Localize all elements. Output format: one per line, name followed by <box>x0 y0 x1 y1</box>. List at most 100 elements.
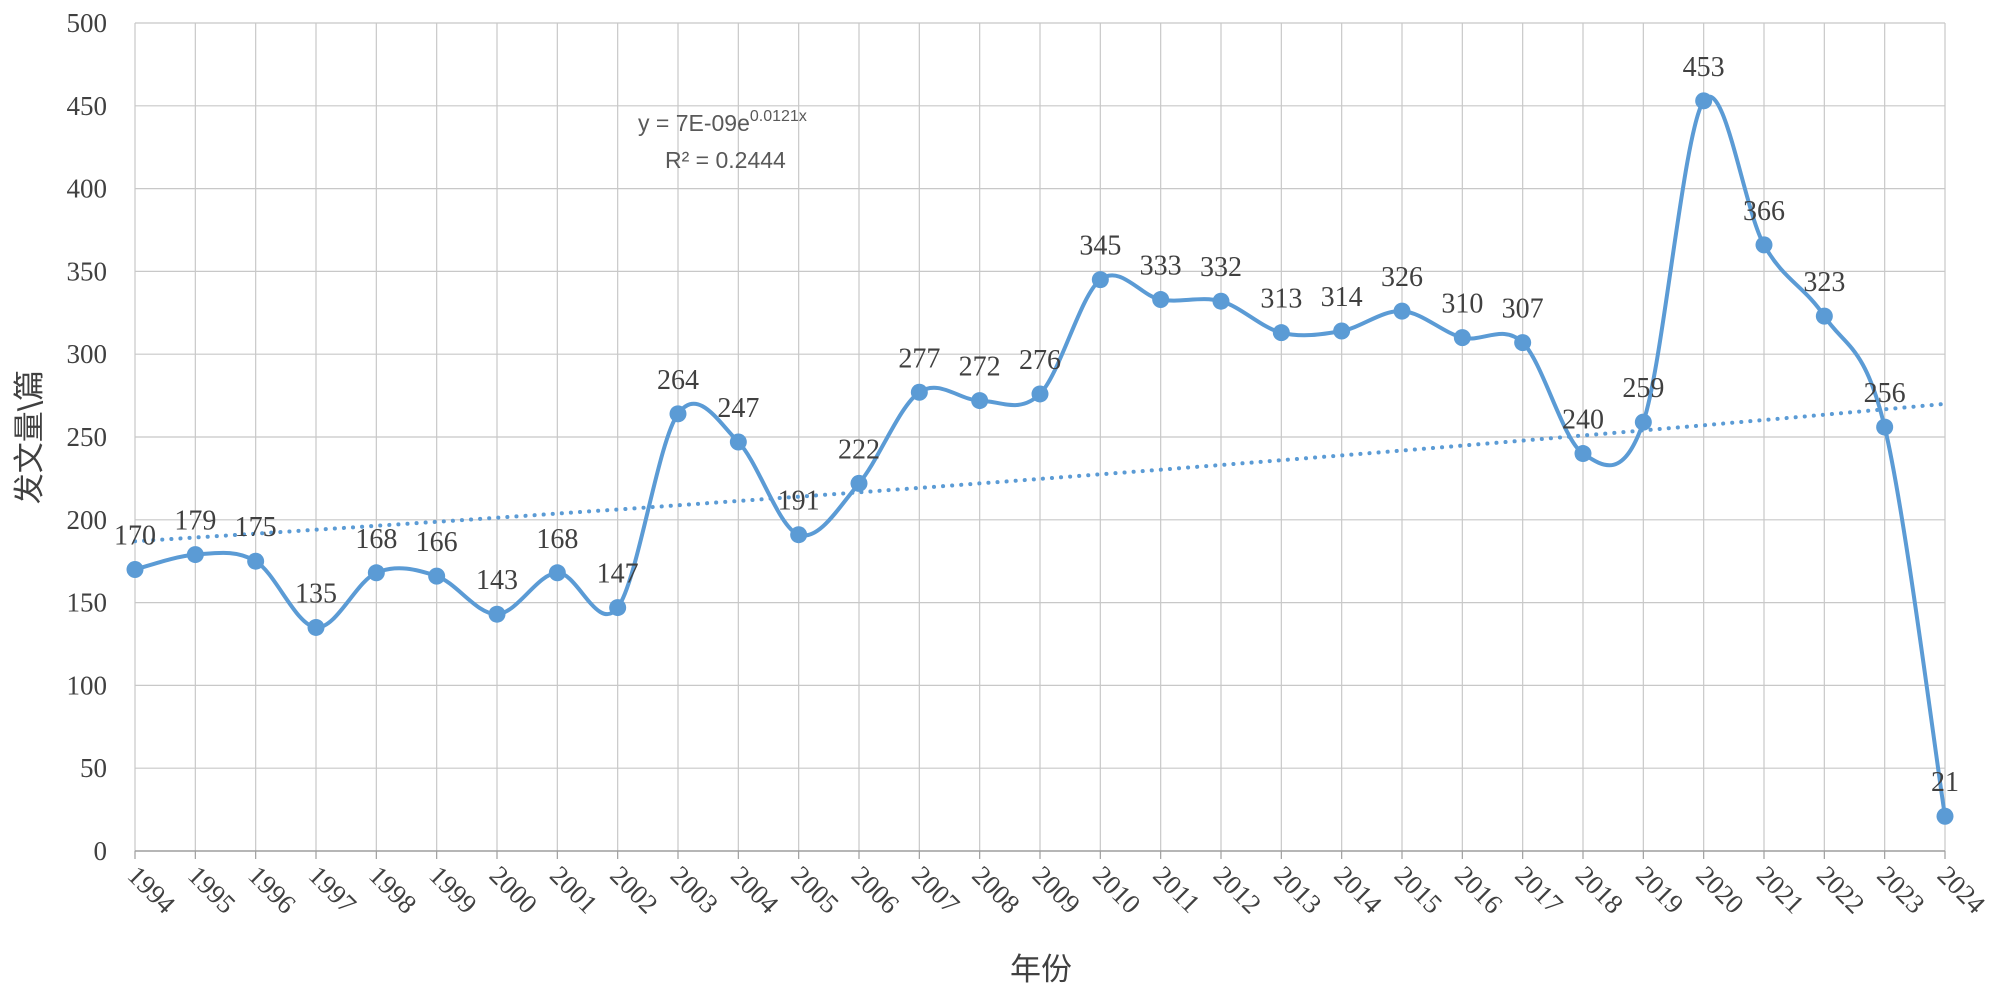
data-label-1998: 168 <box>355 524 397 555</box>
data-label-2014: 314 <box>1321 282 1363 313</box>
x-tick-label: 2024 <box>1932 860 1992 920</box>
trend-equation-base: y = 7E-09e <box>638 110 750 136</box>
data-label-2016: 310 <box>1441 289 1483 320</box>
data-point-2020 <box>1695 92 1713 110</box>
data-label-2008: 272 <box>959 352 1001 383</box>
data-point-1998 <box>367 564 385 582</box>
data-point-2017 <box>1514 334 1532 352</box>
x-tick-label: 2010 <box>1087 860 1146 919</box>
x-tick-label: 2019 <box>1630 860 1689 919</box>
data-point-2018 <box>1574 445 1592 463</box>
trend-r-squared: R² = 0.2444 <box>665 147 786 173</box>
data-label-2021: 366 <box>1743 196 1785 227</box>
data-label-2010: 345 <box>1079 231 1121 262</box>
data-label-1995: 179 <box>174 506 216 537</box>
x-tick-label: 1994 <box>122 860 182 920</box>
data-label-2023: 256 <box>1864 378 1906 409</box>
data-point-1996 <box>247 552 265 570</box>
x-tick-label: 2003 <box>665 860 724 919</box>
x-tick-label: 1995 <box>182 860 241 919</box>
x-tick-label: 2015 <box>1389 860 1448 919</box>
y-axis-title: 发文量\篇 <box>12 370 48 504</box>
data-point-2003 <box>669 405 687 423</box>
data-point-2023 <box>1876 418 1894 436</box>
y-tick-label: 450 <box>67 91 108 121</box>
data-labels: 170 179 175 135 168 166 143 168 147 264 247 191 222 2… <box>114 52 1959 798</box>
x-tick-label: 2006 <box>846 860 905 919</box>
data-point-2010 <box>1091 271 1109 289</box>
x-tick-label: 1999 <box>423 860 482 919</box>
x-tick-label: 1996 <box>242 860 301 919</box>
series-group <box>126 92 1954 825</box>
data-label-2009: 276 <box>1019 345 1061 376</box>
y-tick-label: 400 <box>67 174 108 204</box>
data-label-2002: 147 <box>597 559 639 590</box>
data-label-2024: 21 <box>1931 767 1959 798</box>
data-point-2013 <box>1272 324 1290 342</box>
x-tick-label: 2013 <box>1268 860 1327 919</box>
data-point-2019 <box>1634 413 1652 431</box>
data-label-2015: 326 <box>1381 262 1423 293</box>
y-tick-label: 0 <box>94 836 108 866</box>
x-tick-label: 2000 <box>484 860 543 919</box>
data-label-2013: 313 <box>1260 284 1302 315</box>
data-label-2006: 222 <box>838 434 880 465</box>
data-point-1994 <box>126 560 144 578</box>
data-label-2005: 191 <box>778 486 820 517</box>
data-point-2004 <box>729 433 747 451</box>
y-tick-label: 500 <box>67 8 108 38</box>
x-tick-label: 2016 <box>1449 860 1508 919</box>
x-tick-label: 2001 <box>544 860 603 919</box>
data-label-1997: 135 <box>295 578 337 609</box>
x-tick-label: 2009 <box>1027 860 1086 919</box>
data-point-2016 <box>1453 329 1471 347</box>
data-label-2011: 333 <box>1140 251 1182 282</box>
data-point-2021 <box>1755 236 1773 254</box>
data-point-2011 <box>1152 291 1170 309</box>
data-label-2018: 240 <box>1562 405 1604 436</box>
x-tick-label: 2012 <box>1208 860 1267 919</box>
data-point-2009 <box>1031 385 1049 403</box>
data-point-2014 <box>1333 322 1351 340</box>
x-tick-label: 2014 <box>1328 860 1388 920</box>
x-tick-label: 2002 <box>604 860 663 919</box>
data-point-1995 <box>186 546 204 564</box>
x-tick-label: 2004 <box>725 860 785 920</box>
x-tick-label: 2022 <box>1811 860 1870 919</box>
data-label-2000: 143 <box>476 565 518 596</box>
x-tick-label: 1997 <box>303 860 362 919</box>
data-label-2007: 277 <box>898 343 940 374</box>
data-point-1997 <box>307 618 325 636</box>
data-point-2005 <box>790 526 808 544</box>
data-label-2012: 332 <box>1200 252 1242 283</box>
data-point-2007 <box>910 383 928 401</box>
x-tick-label: 2018 <box>1570 860 1629 919</box>
x-tick-label: 2011 <box>1147 860 1206 919</box>
data-label-2020: 453 <box>1683 52 1725 83</box>
x-tick-label: 2020 <box>1690 860 1749 919</box>
data-point-2022 <box>1815 307 1833 325</box>
data-label-1994: 170 <box>114 520 156 551</box>
data-label-2003: 264 <box>657 365 699 396</box>
data-point-2008 <box>971 392 989 410</box>
y-tick-label: 150 <box>67 588 108 618</box>
data-label-2001: 168 <box>536 524 578 555</box>
y-tick-label: 200 <box>67 505 108 535</box>
data-point-2000 <box>488 605 506 623</box>
data-label-2004: 247 <box>717 393 759 424</box>
data-point-2006 <box>850 474 868 492</box>
data-label-1999: 166 <box>416 527 458 558</box>
x-tick-label: 2005 <box>785 860 844 919</box>
y-tick-label: 250 <box>67 422 108 452</box>
data-label-1996: 175 <box>235 512 277 543</box>
trend-equation-exponent: 0.0121x <box>750 108 807 125</box>
data-label-2019: 259 <box>1622 373 1664 404</box>
x-tick-label: 2008 <box>966 860 1025 919</box>
x-tick-label: 1998 <box>363 860 422 919</box>
y-tick-label: 100 <box>67 670 108 700</box>
data-label-2017: 307 <box>1502 294 1544 325</box>
y-tick-label: 300 <box>67 339 108 369</box>
